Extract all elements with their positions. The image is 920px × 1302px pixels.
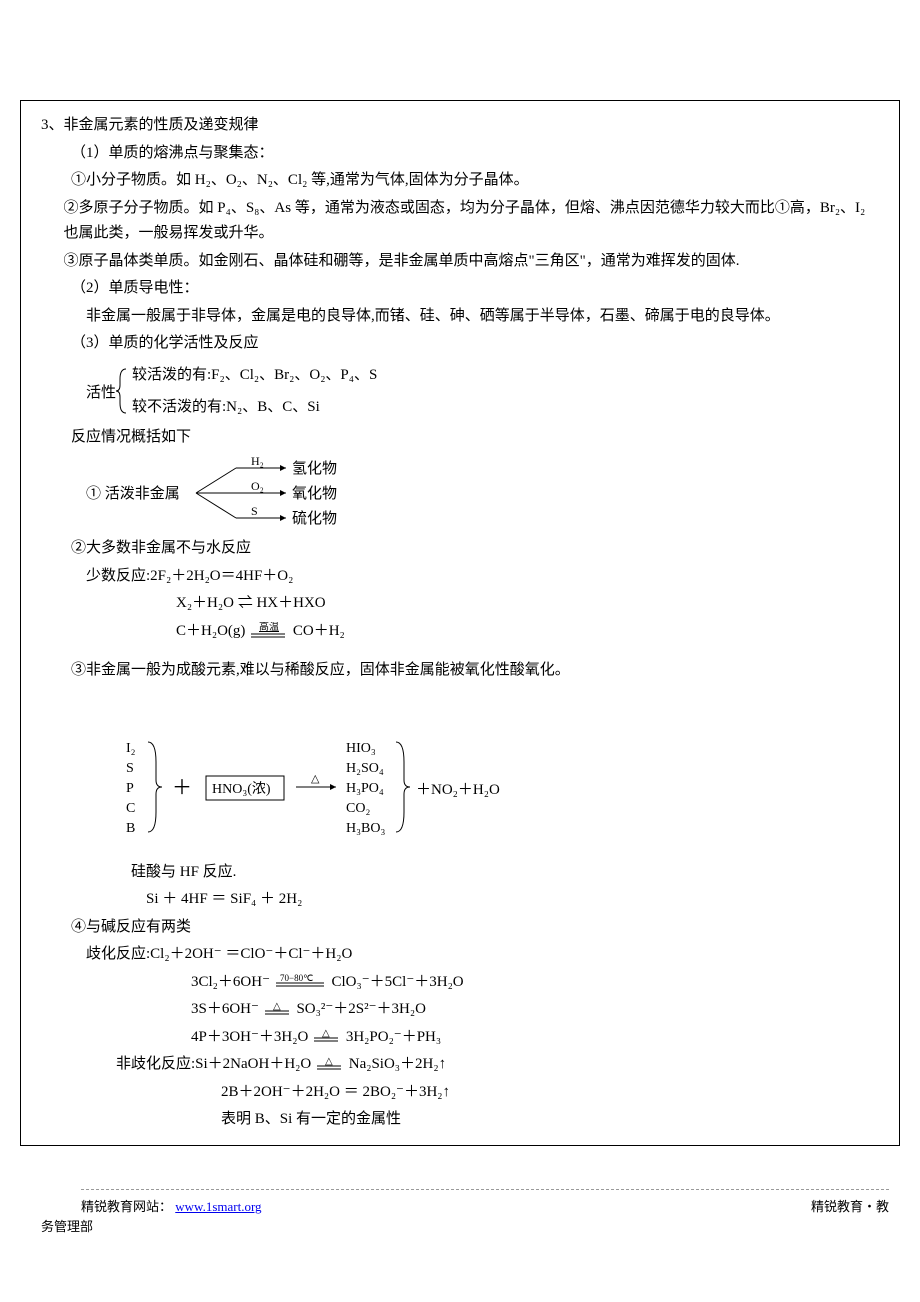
d2-heading: ②大多数非金属不与水反应: [41, 536, 879, 562]
activity-brace-diagram: 活性 较活泼的有:F₂、Cl₂、Br₂、O₂、P₄、S 较不活泼的有:N₂、B、…: [86, 363, 879, 419]
activity-brace-svg: 活性 较活泼的有:F₂、Cl₂、Br₂、O₂、P₄、S 较不活泼的有:N₂、B、…: [86, 363, 566, 419]
footer-right-extra: 务管理部: [41, 1216, 93, 1235]
oxidation-svg: I₂ S P C B ＋ HNO₃(浓) △ HIO₃ H₂SO₄ H₃PO₄ …: [116, 734, 636, 854]
cond-text: 高温: [259, 622, 279, 633]
eqarrow-icon: 70−80℃: [274, 973, 328, 991]
d4-nh: 非歧化反应:Si＋2NaOH＋H₂O △ Na₂SiO₃＋2H₂↑: [41, 1052, 879, 1078]
ox-left-3: C: [126, 801, 135, 816]
d2-l3: C＋H₂O(g) 高温 CO＋H₂: [41, 619, 879, 645]
d4-nhb: Na₂SiO₃＋2H₂↑: [349, 1056, 446, 1072]
active-nonmetal-svg: ① 活泼非金属 H₂ O₂ S 氢化物 氧化物 硫化物: [86, 456, 506, 530]
ox-left-4: B: [126, 821, 135, 836]
active-nonmetal-diagram: ① 活泼非金属 H₂ O₂ S 氢化物 氧化物 硫化物: [86, 456, 879, 530]
ox-left-0: I₂: [126, 741, 136, 756]
ox-left-1: S: [126, 761, 134, 776]
arrowhead-icon: [280, 490, 286, 496]
eqarrow-icon: 高温: [249, 622, 289, 640]
eqarrow-icon: △: [312, 1028, 342, 1046]
ox-mid: HNO₃(浓): [212, 781, 271, 797]
oxidation-diagram: I₂ S P C B ＋ HNO₃(浓) △ HIO₃ H₂SO₄ H₃PO₄ …: [116, 734, 879, 854]
sec2-p1: 非金属一般属于非导体，金属是电的良导体,而锗、硅、砷、硒等属于半导体，石墨、碲属…: [41, 304, 879, 330]
d1-top-2: S: [251, 504, 258, 518]
footer-label: 精锐教育网站：: [81, 1199, 172, 1214]
arrowhead-icon: [280, 515, 286, 521]
d4-q1: 3Cl₂＋6OH⁻ 70−80℃ ClO₃⁻＋5Cl⁻＋3H₂O: [41, 970, 879, 996]
activity-label: 活性: [86, 384, 116, 401]
d2-l3a: C＋H₂O(g): [176, 623, 245, 639]
d4-q1a: 3Cl₂＋6OH⁻: [191, 974, 270, 990]
ox-cond: △: [311, 773, 320, 785]
d1-right-0: 氢化物: [292, 460, 337, 477]
d4-q3a: 4P＋3OH⁻＋3H₂O: [191, 1029, 308, 1045]
d1-top-0: H₂: [251, 456, 264, 468]
ox-right-2: H₃PO₄: [346, 781, 384, 796]
cond-text: △: [325, 1056, 333, 1067]
d4-n1: 2B＋2OH⁻＋2H₂O ＝ 2BO₂⁻＋3H₂↑: [41, 1080, 879, 1106]
d4-note: 表明 B、Si 有一定的金属性: [41, 1107, 879, 1133]
d4-q1b: ClO₃⁻＋5Cl⁻＋3H₂O: [332, 974, 464, 990]
brace-right-icon: [396, 742, 410, 832]
footer-right: 精锐教育・教: [811, 1196, 889, 1215]
arrowhead-icon: [280, 465, 286, 471]
d1-right-2: 硫化物: [292, 510, 337, 527]
sec3-heading: （3）单质的化学活性及反应: [41, 331, 879, 357]
hf2: Si ＋ 4HF ＝ SiF₄ ＋ 2H₂: [41, 887, 879, 913]
d4-q2: 3S＋6OH⁻ △ SO₃²⁻＋2S²⁻＋3H₂O: [41, 997, 879, 1023]
sec1-p1: ①小分子物质。如 H₂、O₂、N₂、Cl₂ 等,通常为气体,固体为分子晶体。: [41, 168, 879, 194]
activity-active-text: 较活泼的有:F₂、Cl₂、Br₂、O₂、P₄、S: [132, 365, 377, 383]
d1-label: ① 活泼非金属: [86, 485, 180, 502]
section-title: 3、非金属元素的性质及递变规律: [41, 113, 879, 139]
cond-text: △: [322, 1028, 330, 1039]
ox-right-1: H₂SO₄: [346, 761, 384, 776]
d2-l3b: CO＋H₂: [293, 623, 345, 639]
brace-right-icon: [148, 742, 162, 832]
eqarrow-icon: △: [315, 1056, 345, 1074]
ox-right-4: H₃BO₃: [346, 821, 385, 836]
d2-l1: 少数反应:2F₂＋2H₂O＝4HF＋O₂: [41, 564, 879, 590]
ox-left-2: P: [126, 781, 134, 796]
d1-top-1: O₂: [251, 479, 264, 493]
footer-link[interactable]: www.1smart.org: [175, 1199, 261, 1214]
cond-text: △: [273, 1001, 281, 1012]
sec1-p2: ②多原子分子物质。如 P₄、S₈、As 等，通常为液态或固态，均为分子晶体，但熔…: [41, 196, 879, 247]
reaction-heading: 反应情况概括如下: [41, 425, 879, 451]
d4-q2b: SO₃²⁻＋2S²⁻＋3H₂O: [296, 1001, 425, 1017]
d4-qh: 歧化反应:Cl₂＋2OH⁻ ＝ClO⁻＋Cl⁻＋H₂O: [41, 942, 879, 968]
d3-text: ③非金属一般为成酸元素,难以与稀酸反应，固体非金属能被氧化性酸氧化。: [41, 658, 879, 684]
d4-q2a: 3S＋6OH⁻: [191, 1001, 259, 1017]
plus2: ＋NO₂＋H₂O: [416, 782, 500, 798]
brace-icon: [116, 369, 126, 413]
activity-inactive-text: 较不活泼的有:N₂、B、C、Si: [132, 397, 320, 415]
ox-right-0: HIO₃: [346, 741, 376, 756]
document-body: 3、非金属元素的性质及递变规律 （1）单质的熔沸点与聚集态： ①小分子物质。如 …: [41, 113, 879, 1133]
eqarrow-icon: △: [263, 1001, 293, 1019]
page-frame: 3、非金属元素的性质及递变规律 （1）单质的熔沸点与聚集态： ①小分子物质。如 …: [20, 100, 900, 1146]
d4-q3b: 3H₂PO₂⁻＋PH₃: [346, 1029, 441, 1045]
ox-right-3: CO₂: [346, 801, 370, 816]
d4-heading: ④与碱反应有两类: [41, 915, 879, 941]
hf1: 硅酸与 HF 反应.: [41, 860, 879, 886]
plus1: ＋: [172, 777, 192, 799]
sec2-heading: （2）单质导电性：: [41, 276, 879, 302]
d1-right-1: 氧化物: [292, 485, 337, 502]
cond-text: 70−80℃: [280, 973, 313, 983]
sec1-p3: ③原子晶体类单质。如金刚石、晶体硅和硼等，是非金属单质中高熔点"三角区"，通常为…: [41, 249, 879, 275]
sec1-heading: （1）单质的熔沸点与聚集态：: [41, 141, 879, 167]
d2-l2: X₂＋H₂O ⇌ HX＋HXO: [41, 591, 879, 617]
page-footer: 精锐教育网站： www.1smart.org 精锐教育・教: [81, 1189, 889, 1215]
d4-nha: 非歧化反应:Si＋2NaOH＋H₂O: [116, 1056, 311, 1072]
arrow-line: [196, 493, 236, 518]
arrowhead-icon: [330, 784, 336, 790]
d4-q3: 4P＋3OH⁻＋3H₂O △ 3H₂PO₂⁻＋PH₃: [41, 1025, 879, 1051]
arrow-line: [196, 468, 236, 493]
footer-left: 精锐教育网站： www.1smart.org: [81, 1196, 262, 1215]
